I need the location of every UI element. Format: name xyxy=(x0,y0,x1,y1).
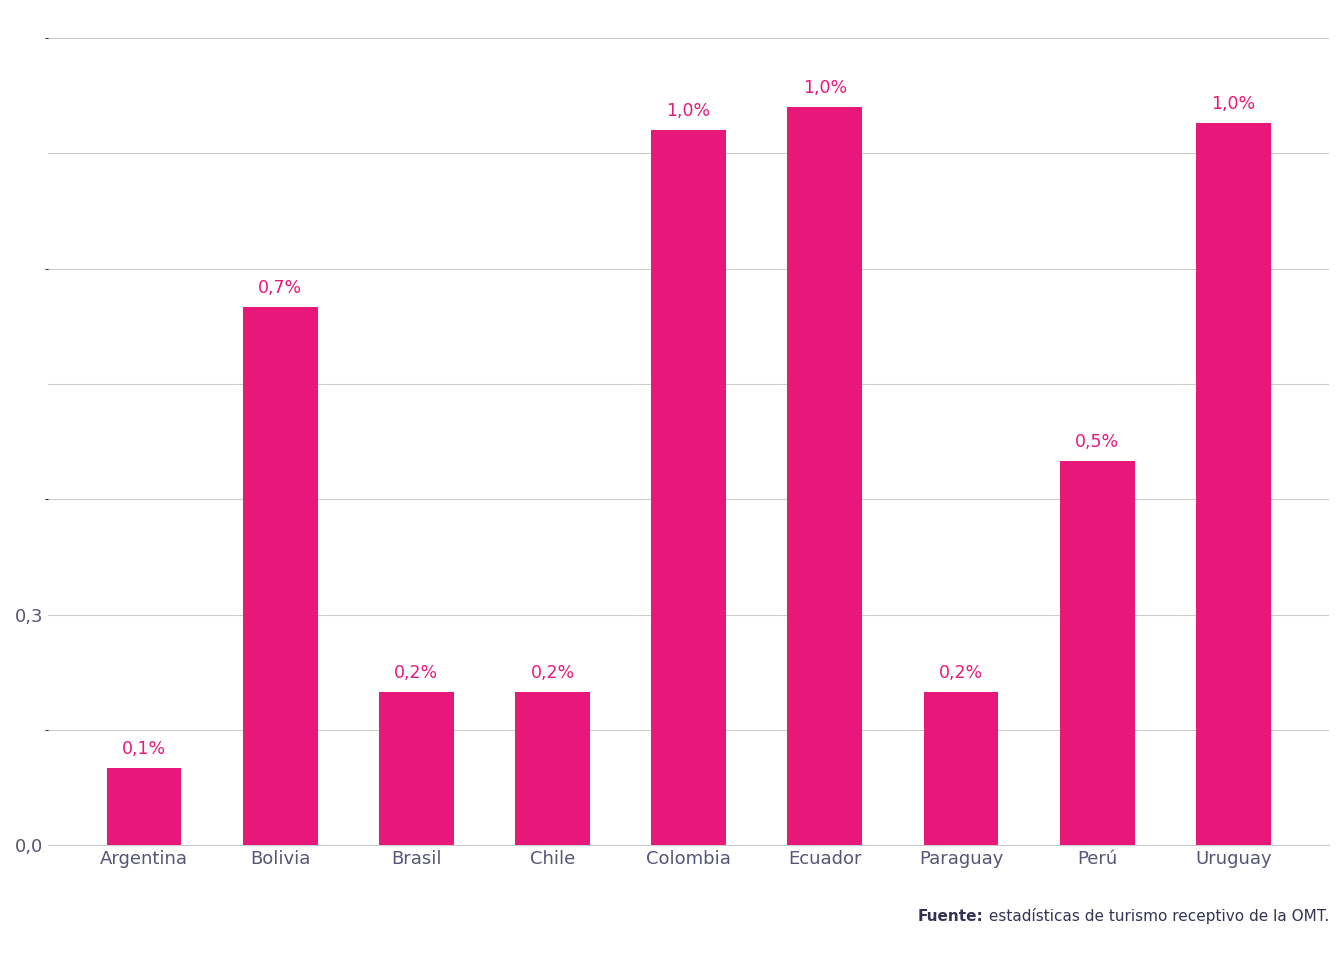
Bar xyxy=(515,691,590,846)
Bar xyxy=(1059,461,1134,846)
Bar xyxy=(788,108,863,846)
Bar xyxy=(243,307,317,846)
Text: 0,5%: 0,5% xyxy=(1075,433,1120,451)
Text: 1,0%: 1,0% xyxy=(667,103,711,120)
Text: 0,1%: 0,1% xyxy=(122,740,167,758)
Text: 0,2%: 0,2% xyxy=(939,663,982,682)
Bar xyxy=(652,131,726,846)
Text: Fuente:: Fuente: xyxy=(918,908,984,924)
Text: 0,7%: 0,7% xyxy=(258,279,302,298)
Bar xyxy=(379,691,454,846)
Text: 0,2%: 0,2% xyxy=(531,663,575,682)
Text: estadísticas de turismo receptivo de la OMT.: estadísticas de turismo receptivo de la … xyxy=(984,907,1329,924)
Bar xyxy=(106,768,181,846)
Text: 1,0%: 1,0% xyxy=(1211,95,1255,112)
Bar xyxy=(1196,123,1271,846)
Bar xyxy=(923,691,999,846)
Text: 1,0%: 1,0% xyxy=(802,80,847,97)
Text: 0,2%: 0,2% xyxy=(394,663,438,682)
